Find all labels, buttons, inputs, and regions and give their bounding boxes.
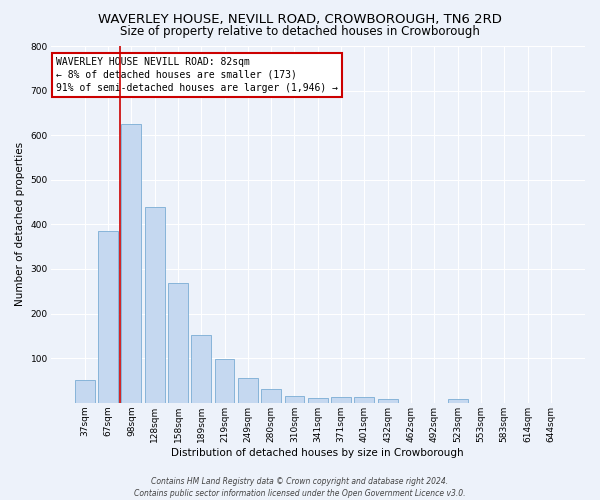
Bar (168, 284, 188, 403)
Text: Contains HM Land Registry data © Crown copyright and database right 2024.
Contai: Contains HM Land Registry data © Crown c… (134, 476, 466, 498)
Bar (355, 398, 374, 403)
Text: Size of property relative to detached houses in Crowborough: Size of property relative to detached ho… (120, 25, 480, 38)
Bar (261, 390, 281, 403)
Bar (331, 397, 351, 403)
Bar (378, 399, 398, 403)
Text: WAVERLEY HOUSE NEVILL ROAD: 82sqm
← 8% of detached houses are smaller (173)
91% : WAVERLEY HOUSE NEVILL ROAD: 82sqm ← 8% o… (56, 56, 338, 93)
Bar (145, 206, 164, 403)
Bar (448, 399, 467, 403)
Bar (121, 124, 141, 403)
Bar (308, 398, 328, 403)
Bar (98, 231, 118, 403)
Y-axis label: Number of detached properties: Number of detached properties (15, 142, 25, 306)
Bar (238, 378, 258, 403)
Bar (215, 359, 235, 403)
Bar (75, 380, 95, 403)
X-axis label: Distribution of detached houses by size in Crowborough: Distribution of detached houses by size … (172, 448, 464, 458)
Text: WAVERLEY HOUSE, NEVILL ROAD, CROWBOROUGH, TN6 2RD: WAVERLEY HOUSE, NEVILL ROAD, CROWBOROUGH… (98, 12, 502, 26)
Bar (284, 396, 304, 403)
Bar (191, 334, 211, 403)
